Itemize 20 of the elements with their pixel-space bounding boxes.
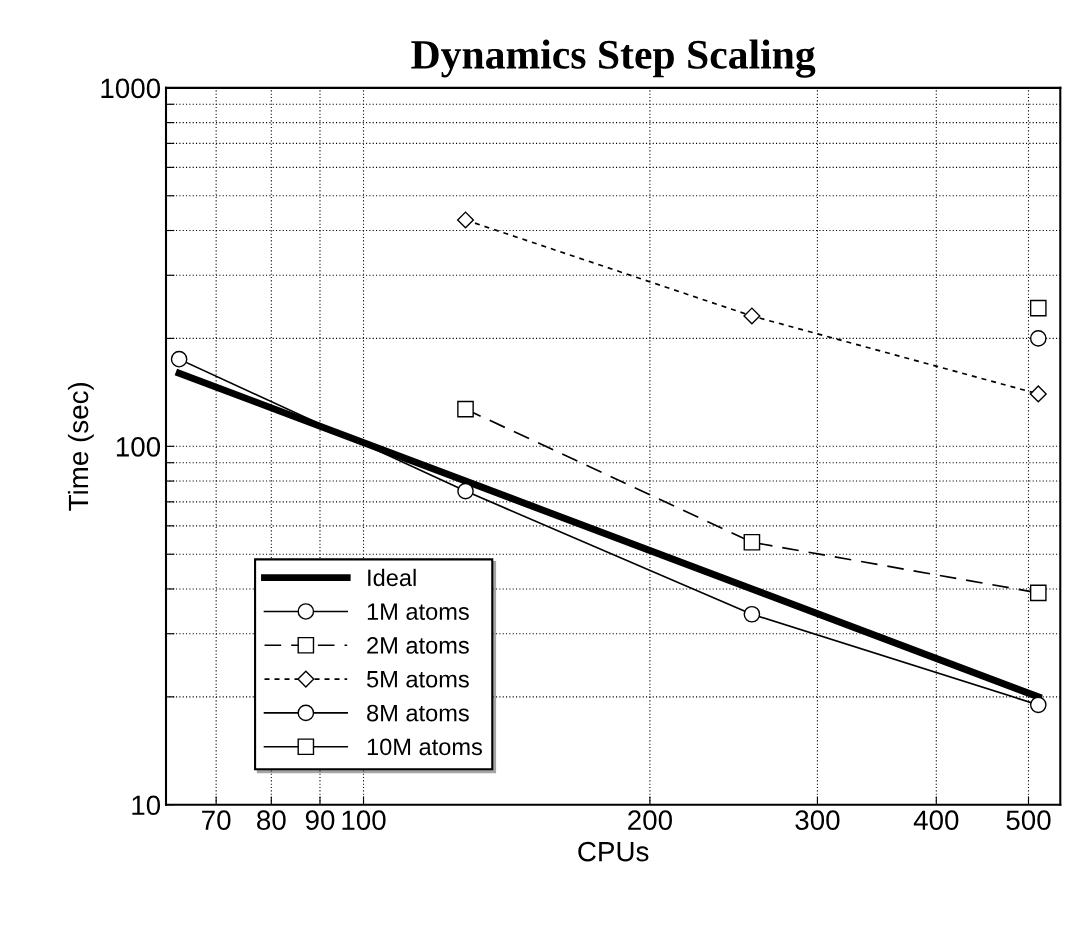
y-tick-label: 10 (132, 795, 161, 816)
legend-label: 10M atoms (367, 738, 482, 756)
legend-label: 8M atoms (367, 704, 469, 722)
y-tick-label: 1000 (101, 78, 161, 99)
x-tick-label: 500 (1006, 810, 1051, 831)
legend-label: 2M atoms (367, 637, 469, 654)
x-tick-label: 300 (795, 810, 840, 831)
x-tick-label: 400 (913, 810, 959, 831)
x-tick-label: 200 (628, 810, 672, 831)
legend-label: 1M atoms (367, 603, 469, 620)
y-axis-title: Time (sec) (67, 382, 94, 511)
x-tick-label: 70 (202, 810, 231, 831)
legend-label: 5M atoms (367, 671, 469, 688)
y-tick-label: 100 (116, 436, 161, 457)
x-tick-label: 100 (342, 810, 386, 831)
x-tick-label: 80 (257, 810, 286, 831)
x-tick-label: 90 (305, 810, 335, 831)
chart-title: Dynamics Step Scaling (411, 39, 816, 78)
x-axis-title: CPUs (578, 841, 649, 862)
legend-label: Ideal (368, 568, 416, 587)
